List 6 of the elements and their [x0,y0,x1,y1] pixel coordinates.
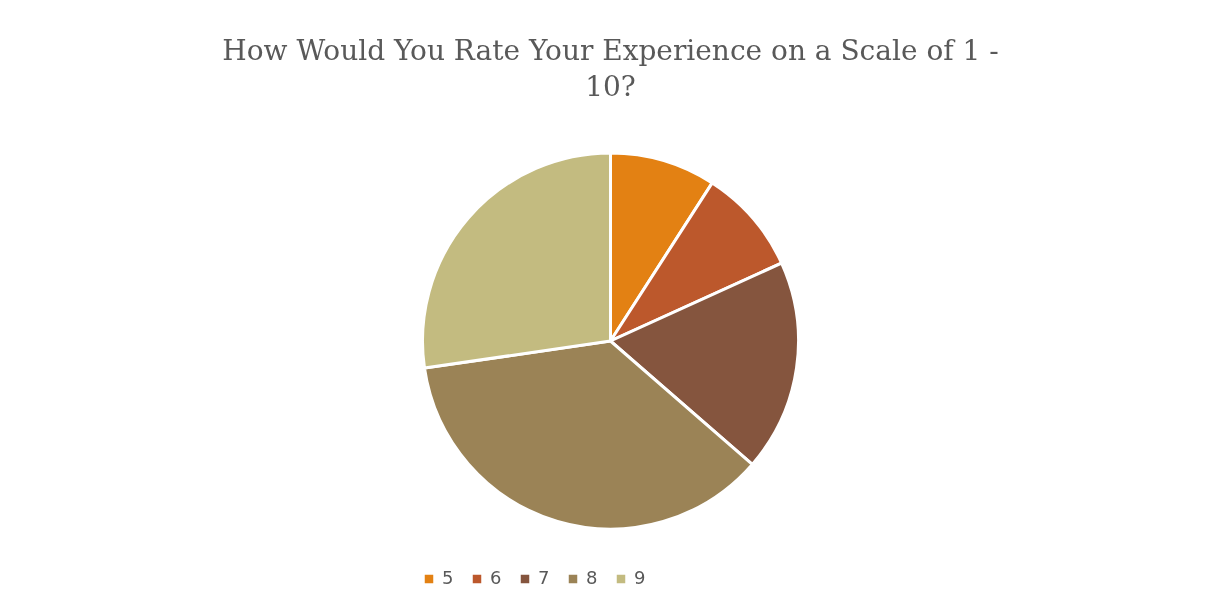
legend-label: 5 [442,567,454,588]
legend-label: 8 [586,567,598,588]
chart-title: How Would You Rate Your Experience on a Scale of 1 - 10? [222,34,999,103]
legend-label: 6 [490,567,502,588]
legend-label: 9 [634,567,646,588]
legend-label: 7 [538,567,550,588]
